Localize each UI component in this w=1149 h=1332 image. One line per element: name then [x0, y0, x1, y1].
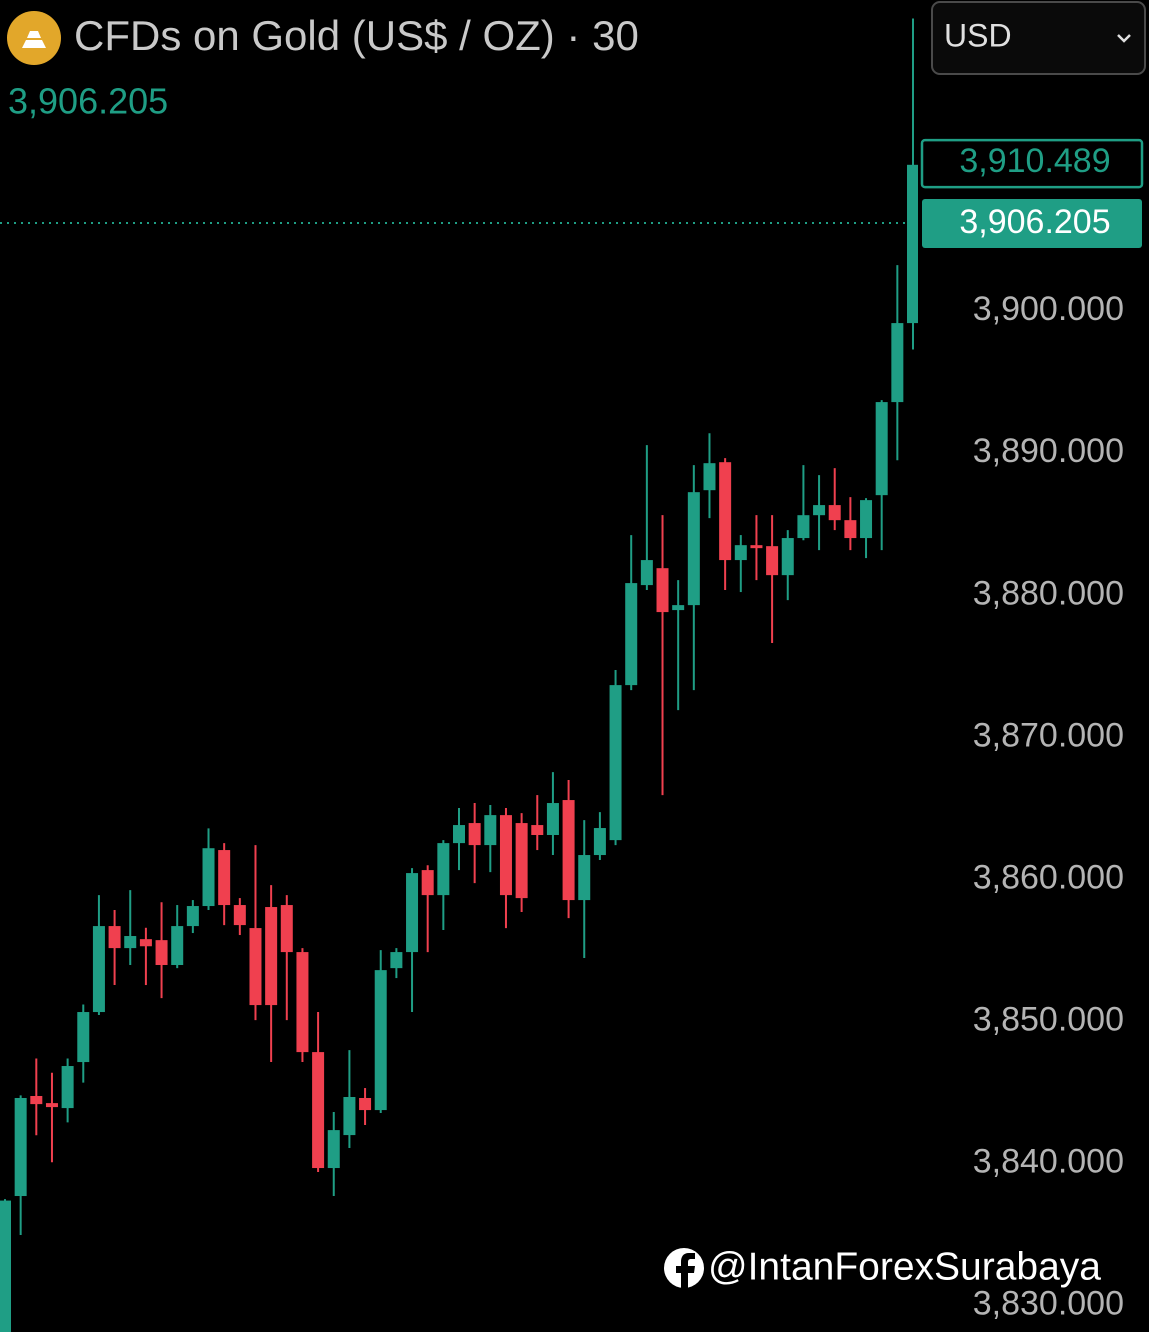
candle-body: [327, 1130, 340, 1169]
candle-body: [280, 905, 293, 953]
candle-body: [390, 952, 403, 969]
y-tick-label: 3,830.000: [973, 1285, 1124, 1323]
y-tick-label: 3,900.000: [973, 290, 1124, 328]
candle-body: [703, 463, 716, 491]
candle-body: [562, 800, 575, 901]
candle-body: [0, 1200, 11, 1332]
candle-body: [171, 926, 184, 966]
candle-body: [687, 492, 700, 606]
candle-body: [750, 545, 763, 549]
currency-label[interactable]: USD: [944, 17, 1012, 53]
candle-body: [781, 538, 794, 576]
candle-body: [30, 1096, 43, 1105]
candle-body: [77, 1012, 90, 1063]
candle-body: [108, 926, 121, 949]
price-marker-box: [920, 138, 1144, 189]
candle-body: [421, 870, 434, 896]
watermark-text: @IntanForexSurabaya: [708, 1245, 1101, 1288]
chart-title: CFDs on Gold (US$ / OZ) · 30: [74, 12, 639, 59]
candle-body: [860, 500, 873, 539]
candle-body: [45, 1103, 58, 1108]
candle-body: [828, 505, 841, 521]
candle-body: [61, 1066, 74, 1109]
currency-dropdown[interactable]: USD: [931, 1, 1146, 75]
candle-body: [797, 515, 810, 539]
candle-body: [14, 1097, 27, 1197]
candle-body: [186, 906, 199, 927]
candle-body: [656, 568, 669, 613]
candle-body: [546, 803, 559, 836]
candle-body: [437, 843, 450, 896]
y-tick-label: 3,890.000: [973, 432, 1124, 470]
candle-body: [249, 928, 262, 1006]
candle-body: [907, 164, 918, 324]
candle-body: [499, 815, 512, 896]
candle-body: [891, 323, 904, 403]
y-tick-label: 3,880.000: [973, 574, 1124, 612]
candle-body: [202, 848, 215, 907]
candle-body: [406, 873, 419, 953]
candle-body: [813, 505, 826, 516]
candle-body: [734, 545, 747, 561]
y-tick-label: 3,860.000: [973, 858, 1124, 896]
candle-body: [155, 940, 168, 966]
candle-body: [296, 952, 309, 1053]
candle-body: [672, 605, 685, 611]
y-tick-label: 3,850.000: [973, 1001, 1124, 1039]
candle-body: [593, 828, 606, 856]
last-price: 3,906.205: [8, 81, 168, 122]
plot-area: [0, 18, 918, 1332]
candle-body: [640, 560, 653, 586]
candle-body: [468, 823, 481, 846]
candle-body: [484, 815, 497, 846]
watermark: @IntanForexSurabaya: [664, 1245, 1101, 1289]
candle-body: [343, 1096, 356, 1136]
candle-body: [844, 520, 857, 539]
candle-body: [233, 905, 246, 926]
candle-body: [265, 907, 278, 1006]
candle-body: [531, 825, 544, 836]
candle-body: [875, 402, 888, 496]
candle-body: [359, 1097, 372, 1111]
candle-body: [453, 825, 465, 844]
price-marker-box: [922, 198, 1142, 248]
y-tick-label: 3,870.000: [973, 716, 1124, 754]
candle-body: [139, 939, 152, 947]
y-tick-label: 3,840.000: [973, 1143, 1124, 1181]
candle-body: [625, 583, 638, 686]
candle-body: [578, 855, 591, 901]
candle-body: [766, 546, 779, 576]
candle-body: [92, 926, 105, 1013]
candle-body: [719, 462, 732, 561]
candle-body: [515, 823, 528, 899]
candle-body: [218, 850, 231, 906]
candle-body: [374, 970, 387, 1111]
candle-body: [312, 1052, 325, 1169]
candle-body: [609, 685, 622, 841]
symbol-icon: [7, 11, 61, 65]
candle-body: [124, 936, 137, 949]
price-marker-label: 3,906.205: [959, 203, 1110, 241]
price-marker-label: 3,910.489: [959, 142, 1110, 180]
